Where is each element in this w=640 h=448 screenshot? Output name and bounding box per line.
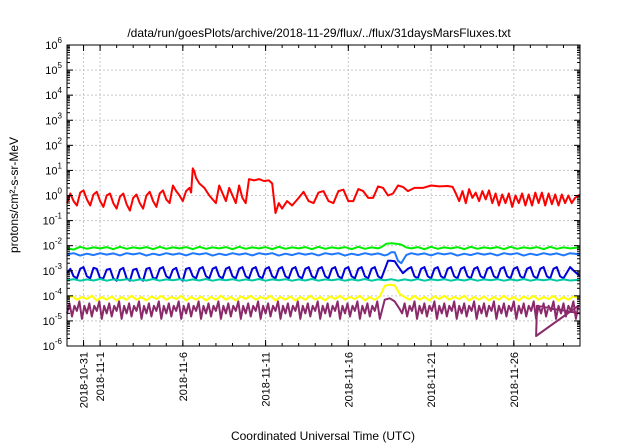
series-line-4 [66,259,581,282]
y-tick-label: 102 [45,136,62,152]
y-tick-label: 10-1 [43,212,63,228]
grid [67,45,580,346]
y-tick-label: 10-5 [43,312,63,328]
y-tick-label: 10-2 [43,237,63,253]
y-tick-label: 106 [45,36,62,52]
y-axis-label: protons/cm²-s-sr-MeV [7,137,21,253]
data-series [66,167,581,337]
x-tick-label: 2018-11-1 [95,352,107,401]
y-tick-label: 105 [45,61,62,77]
x-tick-label: 2018-11-26 [509,352,521,407]
series-line-1 [66,167,581,214]
series-line-3 [66,251,581,265]
y-tick-label: 101 [45,161,62,177]
x-tick-label: 2018-11-6 [178,352,190,401]
y-tick-label: 10-3 [43,262,63,278]
series-line-6 [66,283,581,302]
y-tick-label: 104 [45,86,62,102]
x-tick-label: 2018-10-31 [79,352,91,408]
series-line-5 [66,278,581,282]
x-tick-label: 2018-11-11 [261,352,273,407]
y-tick-label: 10-4 [43,287,63,303]
x-tick-label: 2018-11-21 [426,352,438,407]
y-tick-label: 103 [45,111,62,127]
series-line-7 [66,297,581,337]
x-axis-ticks: 2018-10-31 2018-11-1 2018-11-6 2018-11-11 20… [66,45,581,408]
x-axis-label: Coordinated Universal Time (UTC) [231,429,415,443]
series-line-2 [66,242,581,251]
y-tick-label: 10-6 [43,337,63,353]
y-tick-label: 100 [45,187,62,203]
chart-title: /data/run/goesPlots/archive/2018-11-29/f… [127,26,511,40]
y-axis-ticks: 10-6 10-5 10-4 10-3 10-2 10-1 100 101 102 103 104 1… [43,36,580,353]
x-tick-label: 2018-11-16 [343,352,355,407]
